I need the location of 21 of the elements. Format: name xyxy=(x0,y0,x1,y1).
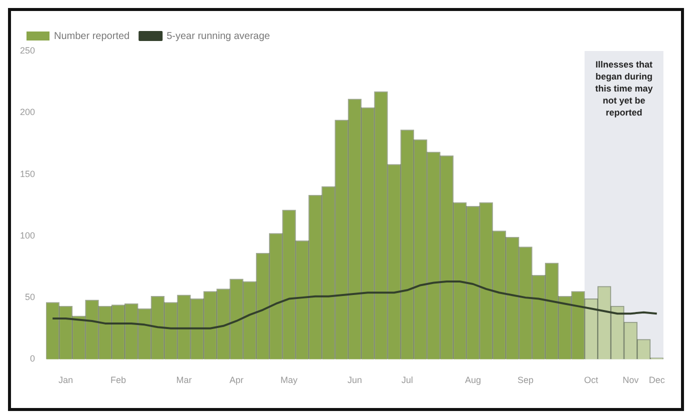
x-tick-label: Jul xyxy=(402,375,414,386)
y-tick-label: 150 xyxy=(20,168,36,179)
y-tick-label: 200 xyxy=(20,107,36,118)
legend-label: Number reported xyxy=(54,30,130,42)
legend-label: 5-year running average xyxy=(166,30,270,42)
x-tick-label: Sep xyxy=(517,375,534,386)
y-tick-label: 0 xyxy=(30,354,36,364)
x-tick-label: Nov xyxy=(622,375,640,386)
x-tick-label: Dec xyxy=(648,375,666,386)
x-tick-label: Jan xyxy=(58,375,73,386)
band-label: Illnesses that began during this time may not yet be reported xyxy=(595,59,653,118)
x-tick-label: Aug xyxy=(464,375,481,386)
y-tick-label: 250 xyxy=(20,45,36,56)
x-tick-label: May xyxy=(280,375,298,386)
x-tick-label: Feb xyxy=(110,375,126,386)
x-tick-label: Jun xyxy=(347,375,362,386)
y-tick-label: 50 xyxy=(25,292,36,302)
x-tick-label: Apr xyxy=(229,375,244,386)
y-tick-label: 100 xyxy=(20,230,36,240)
x-tick-label: Mar xyxy=(176,375,192,386)
x-tick-label: Oct xyxy=(584,375,599,386)
